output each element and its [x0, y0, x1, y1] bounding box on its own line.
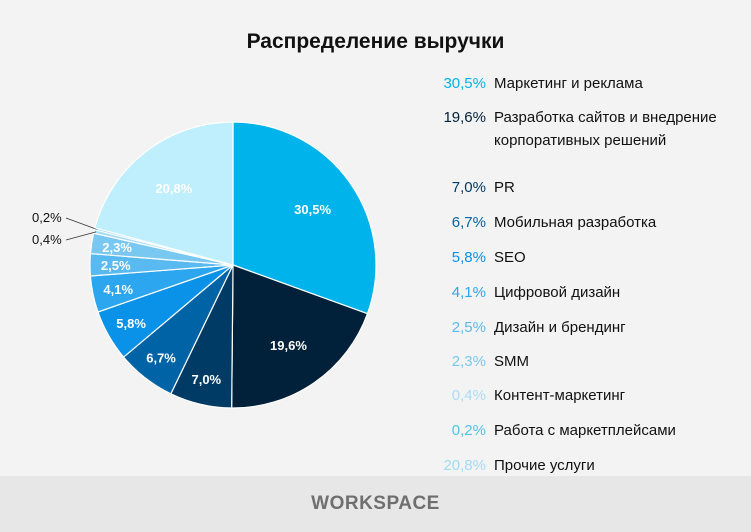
pie-slice	[94, 121, 234, 266]
slice-label: 2,3%	[102, 240, 132, 255]
workspace-logo: WORKSPACE	[311, 493, 440, 514]
slice-label: 30,5%	[294, 202, 331, 217]
legend-value: 4,1%	[451, 284, 486, 301]
legend-value: 0,2%	[451, 422, 486, 439]
legend-label: PR	[494, 179, 515, 196]
legend-value: 2,5%	[451, 319, 486, 336]
legend-label: Дизайн и брендинг	[494, 319, 626, 336]
legend-value: 5,8%	[451, 249, 486, 266]
slice-label: 0,4%	[32, 232, 62, 247]
legend-value: 30,5%	[443, 75, 486, 92]
legend-value: 2,3%	[451, 353, 486, 370]
legend-label: Мобильная разработка	[494, 214, 657, 231]
legend-label: Цифровой дизайн	[494, 284, 621, 301]
legend-item: 0,4% Контент-маркетинг	[420, 384, 740, 407]
legend-label: Маркетинг и реклама	[494, 75, 643, 92]
legend-label: SMM	[494, 353, 529, 370]
leader-line	[65, 231, 97, 241]
legend-label: Прочие услуги	[494, 457, 595, 474]
pie-chart: 30,5% 19,6% 7,0% 6,7% 5,8% 4,1% 2,5% 2,3% 0,4% 0,…	[32, 121, 377, 409]
legend-item: 2,5% Дизайн и брендинг	[420, 316, 740, 339]
leader-line	[65, 217, 97, 230]
pie-slice	[232, 121, 377, 315]
legend-item: 0,2% Работа с маркетплейсами	[420, 419, 740, 442]
legend-value: 7,0%	[451, 179, 486, 196]
legend-label: Контент-маркетинг	[494, 387, 626, 404]
footer: WORKSPACE	[0, 476, 751, 532]
slice-label: 5,8%	[116, 316, 146, 331]
slice-label: 6,7%	[146, 351, 176, 366]
legend-label: SEO	[494, 249, 526, 266]
legend-item: 5,8% SEO	[420, 246, 740, 269]
chart-title: Распределение выручки	[246, 30, 505, 53]
slice-label: 20,8%	[155, 181, 192, 196]
legend-value: 0,4%	[451, 387, 486, 404]
legend-label: Работа с маркетплейсами	[494, 422, 676, 439]
legend-value: 19,6%	[443, 109, 486, 126]
slice-label: 2,5%	[101, 258, 131, 273]
legend-value: 6,7%	[451, 214, 486, 231]
legend-item: 20,8% Прочие услуги	[420, 454, 740, 477]
legend-value: 20,8%	[443, 457, 486, 474]
slice-label: 4,1%	[103, 282, 133, 297]
slice-label: 7,0%	[191, 372, 221, 387]
legend-label: Разработка сайтов и внедрение корпоратив…	[494, 109, 717, 149]
legend-item: 7,0% PR	[420, 176, 740, 199]
slice-label: 0,2%	[32, 210, 62, 225]
slice-label: 19,6%	[270, 338, 307, 353]
legend-item: 30,5% Маркетинг и реклама	[420, 72, 740, 95]
pie-slice	[231, 264, 369, 409]
legend-item: 2,3% SMM	[420, 350, 740, 373]
legend-item: 6,7% Мобильная разработка	[420, 211, 740, 234]
legend-item: 19,6% Разработка сайтов и внедрение корпо…	[420, 106, 740, 152]
legend-item: 4,1% Цифровой дизайн	[420, 281, 740, 304]
